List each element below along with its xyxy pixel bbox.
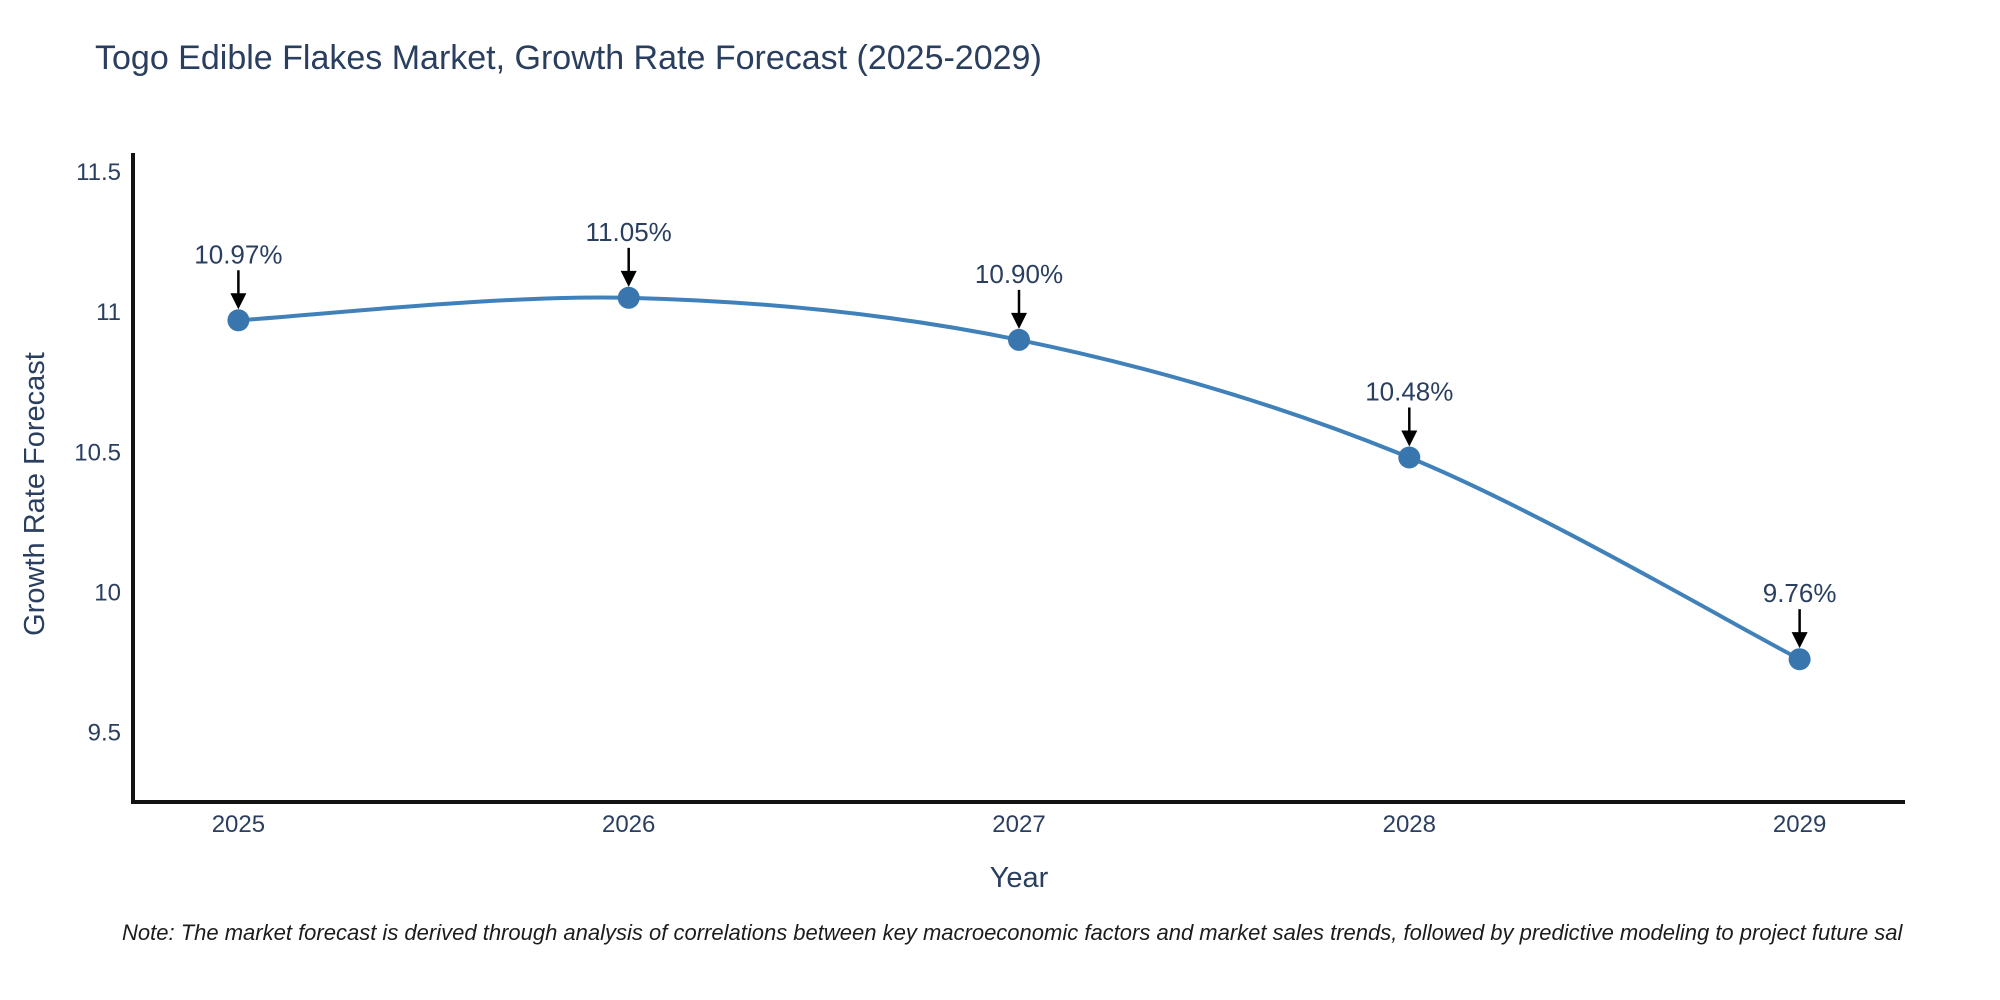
x-tick-label-2025: 2025 bbox=[212, 811, 265, 838]
x-tick-label-2028: 2028 bbox=[1383, 811, 1436, 838]
annotation-2029: 9.76% bbox=[1763, 578, 1837, 649]
annotation-value-label: 11.05% bbox=[586, 217, 672, 247]
annotation-value-label: 10.90% bbox=[975, 259, 1063, 289]
y-tick-label-10: 10 bbox=[94, 579, 121, 606]
forecast-spline-line bbox=[236, 295, 1802, 662]
annotation-2027: 10.90% bbox=[975, 259, 1063, 329]
annotation-2028: 10.48% bbox=[1365, 376, 1453, 447]
footnote: Note: The market forecast is derived thr… bbox=[122, 920, 1904, 945]
x-tick-label-2029: 2029 bbox=[1773, 811, 1826, 838]
annotation-value-label: 10.48% bbox=[1365, 376, 1453, 406]
y-axis-ticks: 9.5 10 10.5 11 11.5 bbox=[74, 159, 121, 746]
y-tick-label-9.5: 9.5 bbox=[88, 719, 121, 746]
annotation-value-label: 10.97% bbox=[194, 239, 282, 269]
y-tick-label-11: 11 bbox=[96, 299, 121, 326]
annotation-arrowhead-icon bbox=[620, 270, 637, 287]
annotation-arrowhead-icon bbox=[230, 293, 247, 310]
data-point-markers bbox=[227, 286, 1811, 671]
data-point-2029[interactable] bbox=[1788, 648, 1811, 671]
y-tick-label-10.5: 10.5 bbox=[74, 439, 121, 466]
annotation-arrowhead-icon bbox=[1791, 632, 1808, 649]
x-axis-title: Year bbox=[990, 862, 1049, 894]
data-point-2028[interactable] bbox=[1398, 446, 1421, 469]
y-axis-title: Growth Rate Forecast bbox=[19, 352, 51, 636]
annotation-2026: 11.05% bbox=[586, 217, 672, 287]
annotation-value-label: 9.76% bbox=[1763, 578, 1837, 608]
x-axis-ticks: 2025 2026 2027 2028 2029 bbox=[212, 811, 1827, 838]
x-tick-label-2027: 2027 bbox=[992, 811, 1045, 838]
data-point-2025[interactable] bbox=[227, 309, 250, 332]
annotation-arrowhead-icon bbox=[1011, 312, 1027, 329]
chart-title: Togo Edible Flakes Market, Growth Rate F… bbox=[95, 39, 1042, 77]
annotation-2025: 10.97% bbox=[194, 239, 282, 310]
x-tick-label-2026: 2026 bbox=[602, 811, 655, 838]
annotation-arrowhead-icon bbox=[1401, 430, 1418, 447]
point-annotations: 10.97% 11.05% 10.90% 10.48% 9.76% bbox=[194, 217, 1837, 649]
y-tick-label-11.5: 11.5 bbox=[76, 159, 121, 186]
data-point-2027[interactable] bbox=[1008, 328, 1030, 351]
data-point-2026[interactable] bbox=[617, 286, 640, 309]
